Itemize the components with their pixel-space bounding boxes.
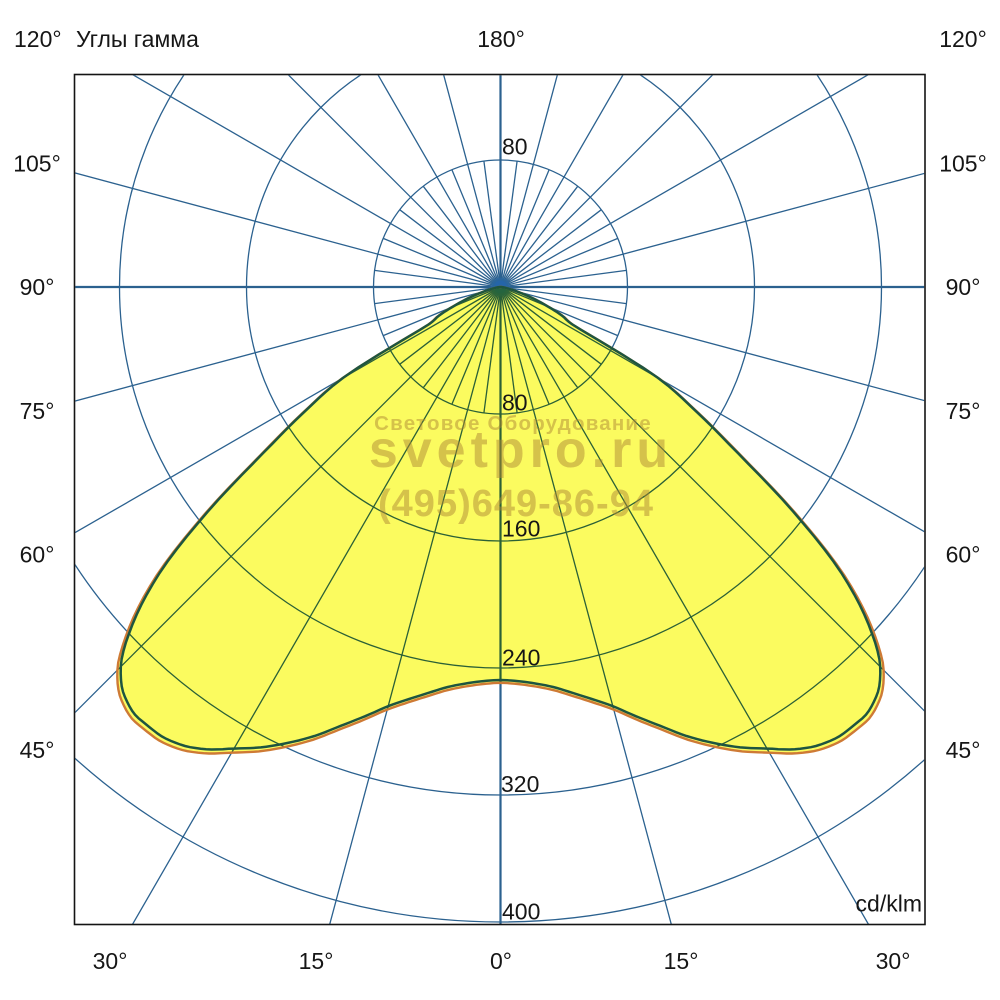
svg-text:Углы гамма: Углы гамма bbox=[76, 26, 199, 52]
svg-text:cd/klm: cd/klm bbox=[856, 891, 922, 917]
svg-text:75°: 75° bbox=[20, 398, 55, 424]
svg-text:400: 400 bbox=[502, 899, 540, 925]
svg-text:105°: 105° bbox=[939, 151, 987, 177]
svg-text:90°: 90° bbox=[946, 274, 981, 300]
svg-text:80: 80 bbox=[502, 134, 528, 160]
svg-text:180°: 180° bbox=[477, 26, 525, 52]
svg-text:30°: 30° bbox=[93, 948, 128, 974]
svg-text:15°: 15° bbox=[299, 948, 334, 974]
svg-text:80: 80 bbox=[502, 390, 528, 416]
svg-text:320: 320 bbox=[501, 771, 539, 797]
svg-text:90°: 90° bbox=[20, 274, 55, 300]
svg-text:60°: 60° bbox=[20, 542, 55, 568]
svg-text:120°: 120° bbox=[14, 26, 62, 52]
svg-text:160: 160 bbox=[502, 516, 540, 542]
svg-text:30°: 30° bbox=[876, 948, 911, 974]
svg-text:105°: 105° bbox=[13, 151, 61, 177]
svg-text:60°: 60° bbox=[946, 542, 981, 568]
svg-text:45°: 45° bbox=[946, 737, 981, 763]
svg-text:45°: 45° bbox=[20, 737, 55, 763]
svg-text:75°: 75° bbox=[946, 398, 981, 424]
svg-text:15°: 15° bbox=[664, 948, 699, 974]
svg-text:240: 240 bbox=[502, 645, 540, 671]
svg-text:120°: 120° bbox=[939, 26, 987, 52]
svg-text:0°: 0° bbox=[490, 948, 512, 974]
